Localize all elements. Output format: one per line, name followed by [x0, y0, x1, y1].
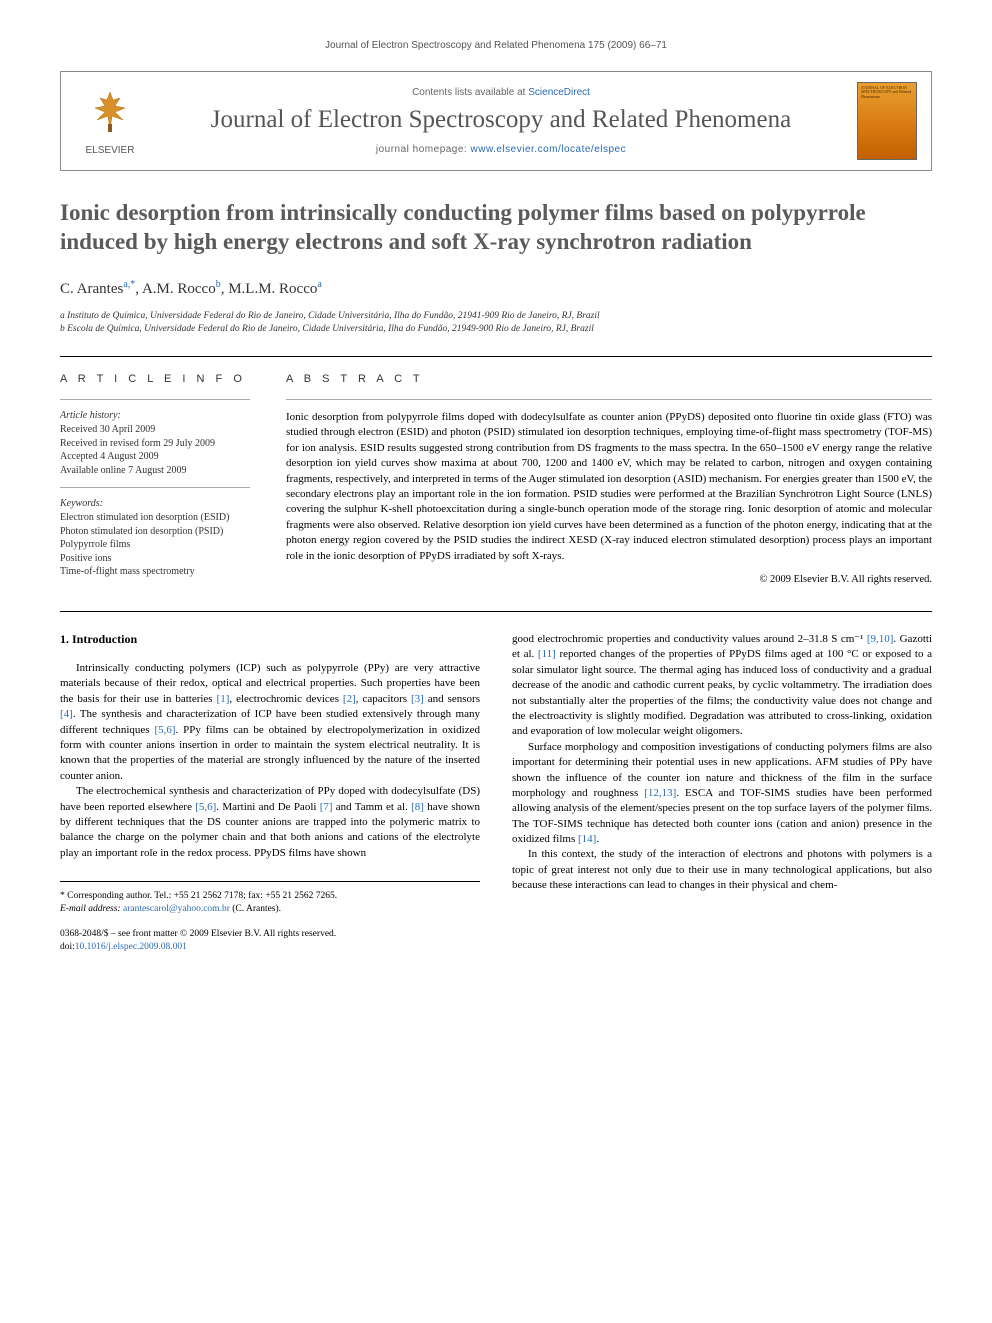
- corresponding-author-block: * Corresponding author. Tel.: +55 21 256…: [60, 881, 480, 916]
- masthead: ELSEVIER Contents lists available at Sci…: [60, 71, 932, 171]
- author-1: C. Arantes: [60, 281, 123, 297]
- homepage-link[interactable]: www.elsevier.com/locate/elspec: [471, 144, 627, 155]
- info-abstract-row: A R T I C L E I N F O Article history: R…: [60, 356, 932, 585]
- masthead-center: Contents lists available at ScienceDirec…: [145, 87, 857, 156]
- doi-label: doi:: [60, 942, 75, 952]
- abstract-text: Ionic desorption from polypyrrole films …: [286, 410, 932, 564]
- section-1-heading: 1. Introduction: [60, 632, 480, 647]
- email-label: E-mail address:: [60, 904, 123, 914]
- affiliation-a: a Instituto de Química, Universidade Fed…: [60, 310, 932, 323]
- authors-line: C. Arantesa,*, A.M. Roccob, M.L.M. Rocco…: [60, 279, 932, 298]
- article-title: Ionic desorption from intrinsically cond…: [60, 199, 932, 257]
- email-suffix: (C. Arantes).: [230, 904, 281, 914]
- keywords-text: Electron stimulated ion desorption (ESID…: [60, 511, 250, 579]
- cover-thumb-text: JOURNAL OF ELECTRON SPECTROSCOPY and Rel…: [858, 83, 916, 102]
- ref-5-6[interactable]: [5,6]: [154, 724, 175, 736]
- ref-9-10[interactable]: [9,10]: [867, 633, 894, 645]
- elsevier-label: ELSEVIER: [75, 145, 145, 156]
- journal-title: Journal of Electron Spectroscopy and Rel…: [145, 106, 857, 135]
- ref-4[interactable]: [4]: [60, 708, 73, 720]
- elsevier-logo: ELSEVIER: [75, 86, 145, 156]
- author-2: , A.M. Rocco: [135, 281, 215, 297]
- ref-1[interactable]: [1]: [217, 693, 230, 705]
- intro-para-2-cont: good electrochromic properties and condu…: [512, 632, 932, 740]
- affiliation-b: b Escola de Química, Universidade Federa…: [60, 323, 932, 336]
- intro-para-3: Surface morphology and composition inves…: [512, 740, 932, 848]
- article-info-col: A R T I C L E I N F O Article history: R…: [60, 373, 250, 585]
- ref-11[interactable]: [11]: [538, 648, 556, 660]
- footer-front-matter: 0368-2048/$ – see front matter © 2009 El…: [60, 928, 480, 941]
- homepage-prefix: journal homepage:: [376, 144, 471, 155]
- elsevier-tree-icon: [85, 86, 135, 136]
- author-3: , M.L.M. Rocco: [221, 281, 318, 297]
- ref-7[interactable]: [7]: [320, 801, 333, 813]
- body-columns: 1. Introduction Intrinsically conducting…: [60, 632, 932, 953]
- doi-link[interactable]: 10.1016/j.elspec.2009.08.001: [75, 942, 187, 952]
- corr-email-link[interactable]: arantescarol@yahoo.com.br: [123, 904, 230, 914]
- ref-8[interactable]: [8]: [411, 801, 424, 813]
- history-text: Received 30 April 2009 Received in revis…: [60, 423, 250, 477]
- body-col-left: 1. Introduction Intrinsically conducting…: [60, 632, 480, 953]
- contents-available-line: Contents lists available at ScienceDirec…: [145, 87, 857, 98]
- homepage-line: journal homepage: www.elsevier.com/locat…: [145, 144, 857, 155]
- abstract-heading: A B S T R A C T: [286, 373, 932, 385]
- keywords-label: Keywords:: [60, 498, 250, 509]
- ref-14[interactable]: [14]: [578, 833, 596, 845]
- body-section: 1. Introduction Intrinsically conducting…: [60, 611, 932, 953]
- body-col-right: good electrochromic properties and condu…: [512, 632, 932, 953]
- author-3-affil[interactable]: a: [317, 279, 321, 290]
- article-info-heading: A R T I C L E I N F O: [60, 373, 250, 385]
- contents-prefix: Contents lists available at: [412, 87, 528, 98]
- intro-para-1: Intrinsically conducting polymers (ICP) …: [60, 661, 480, 784]
- journal-cover-thumb: JOURNAL OF ELECTRON SPECTROSCOPY and Rel…: [857, 82, 917, 160]
- history-label: Article history:: [60, 410, 250, 421]
- intro-para-4: In this context, the study of the intera…: [512, 847, 932, 893]
- ref-2[interactable]: [2]: [343, 693, 356, 705]
- ref-5-6b[interactable]: [5,6]: [195, 801, 216, 813]
- corr-text: * Corresponding author. Tel.: +55 21 256…: [60, 890, 480, 903]
- ref-3[interactable]: [3]: [411, 693, 424, 705]
- intro-para-2: The electrochemical synthesis and charac…: [60, 784, 480, 861]
- ref-12-13[interactable]: [12,13]: [644, 787, 676, 799]
- abstract-col: A B S T R A C T Ionic desorption from po…: [286, 373, 932, 585]
- abstract-copyright: © 2009 Elsevier B.V. All rights reserved…: [286, 574, 932, 585]
- affiliations: a Instituto de Química, Universidade Fed…: [60, 310, 932, 337]
- footer-block: 0368-2048/$ – see front matter © 2009 El…: [60, 928, 480, 954]
- sciencedirect-link[interactable]: ScienceDirect: [528, 87, 590, 98]
- running-header: Journal of Electron Spectroscopy and Rel…: [60, 40, 932, 51]
